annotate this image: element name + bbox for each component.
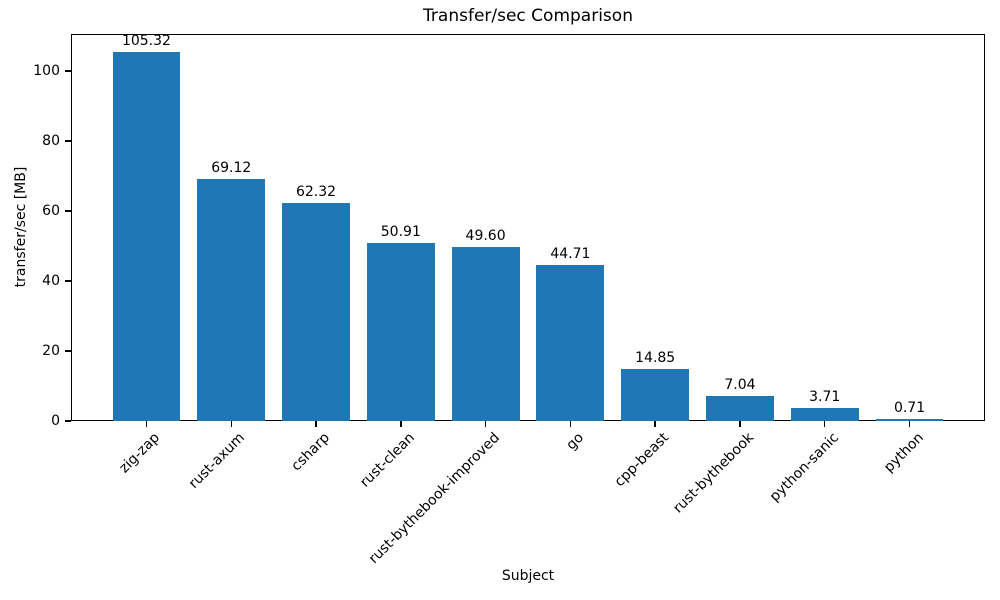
chart-title: Transfer/sec Comparison [423,6,633,26]
bar-value-label: 44.71 [550,245,591,262]
bar-value-label: 0.71 [893,399,926,416]
bar-value-label: 3.71 [809,389,841,406]
y-tick-label: 20 [42,343,60,360]
bar [706,396,774,421]
bar-value-label: 69.12 [211,160,252,177]
x-tick-mark [569,421,572,427]
x-tick-mark [145,421,148,427]
x-tick-mark [739,421,741,427]
bar [451,247,520,421]
bar [112,52,181,421]
y-tick-label: 40 [42,273,60,290]
plot-area: 0 20 40 60 80 100 105.32 zig-zap 69.12 rust-axum 6… [33,33,985,567]
bar-value-label: 14.85 [635,350,676,367]
bar [282,202,350,421]
x-axis-label: Subject [501,568,555,584]
y-tick-label: 60 [42,203,60,220]
bar-value-label: 50.91 [380,223,421,240]
x-tick-mark [824,421,826,427]
x-tick-mark [400,421,402,427]
x-tick-mark [315,421,317,427]
x-tick-mark [230,421,232,427]
bar [621,369,690,421]
y-tick-label: 0 [51,413,60,429]
y-tick-mark [65,140,71,142]
x-tick-mark [654,421,656,427]
bar-value-label: 105.32 [121,33,171,50]
x-tick-mark [908,421,911,427]
y-tick-label: 80 [42,133,60,150]
bar-value-label: 49.60 [465,228,506,245]
bar-value-label: 62.32 [295,183,337,200]
bar [875,418,944,421]
y-tick-mark [65,420,71,422]
y-axis-label: transfer/sec [MB] [13,166,29,288]
y-tick-label: 100 [33,63,60,80]
bar [790,408,859,421]
y-tick-mark [65,280,71,282]
y-tick-mark [65,350,71,352]
bar [366,242,435,421]
bar [197,179,266,421]
bar-value-label: 7.04 [724,377,756,394]
y-tick-mark [65,70,71,72]
x-tick-mark [484,421,487,427]
y-tick-mark [65,210,71,212]
bar [536,264,605,421]
